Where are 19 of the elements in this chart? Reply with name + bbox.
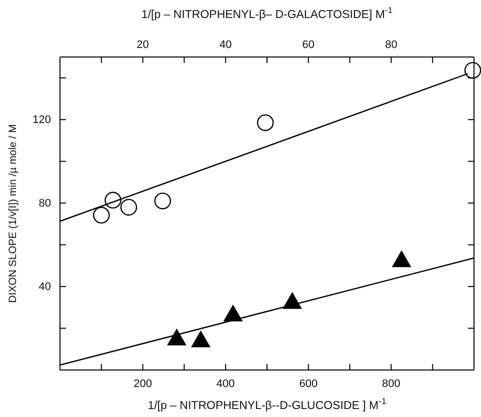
x2-tick-label: 40 [219, 39, 232, 51]
x2-tick-label: 60 [302, 39, 315, 51]
x2-tick-label: 80 [385, 39, 398, 51]
point [282, 292, 302, 309]
y-tick-label: 80 [38, 198, 51, 210]
y-tick-label: 40 [38, 281, 51, 294]
x-tick-label: 800 [382, 378, 400, 390]
x2-axis-title: 1/[p – NITROPHENYL-β– D-GALACTOSIDE] M$^{-1}$ [141, 5, 393, 21]
y-tick-label: 120 [32, 114, 51, 126]
x-axis-title: 1/[p – NITROPHENYL-β--D-GLUCOSIDE ] M$^{-1}$ [148, 396, 386, 412]
point [191, 331, 210, 348]
x-tick-label: 400 [216, 378, 235, 390]
point [392, 250, 411, 268]
y-axis-title: DIXON SLOPE (1/v[I]) min /µ mole / M [7, 124, 19, 303]
x-tick-label: 200 [134, 378, 152, 390]
x2-tick-label: 20 [136, 39, 149, 51]
x-tick-label: 600 [299, 378, 318, 390]
point [167, 329, 186, 346]
point [224, 305, 242, 322]
